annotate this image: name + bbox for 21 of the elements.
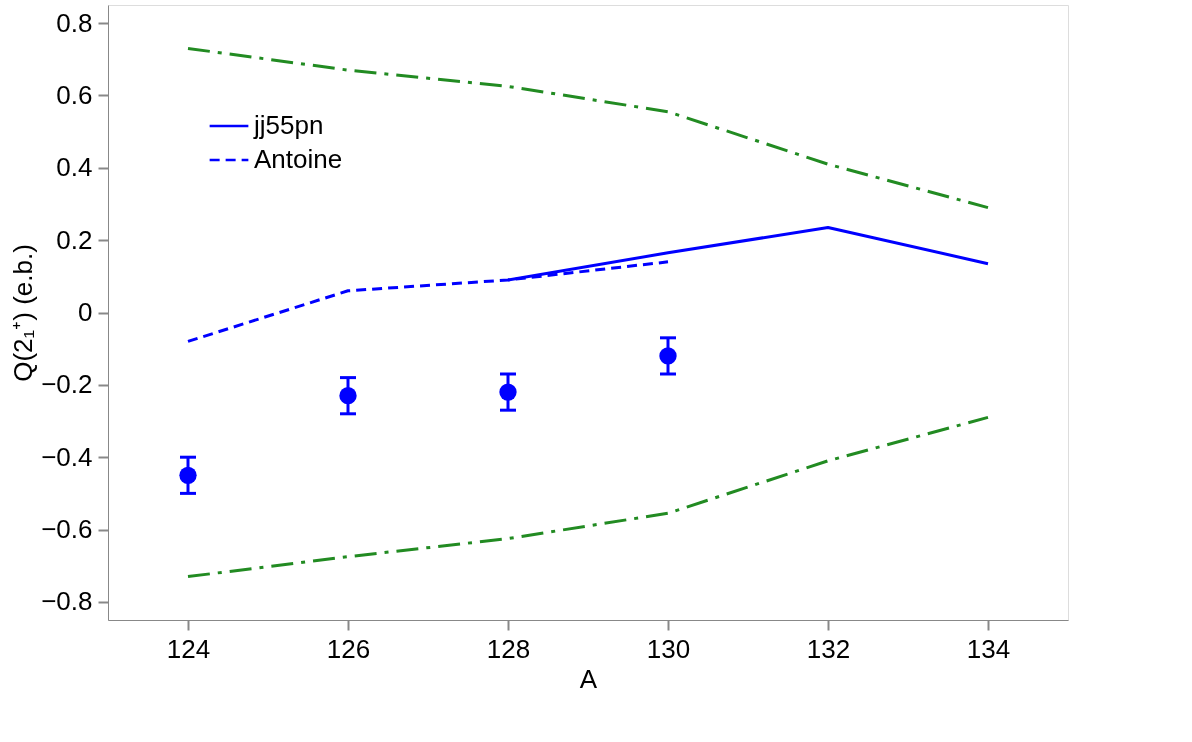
x-tick-label: 132 [806,633,851,664]
y-tick-label: −0.4 [41,441,93,472]
line-series [186,46,990,210]
x-tick-label: 130 [646,633,691,664]
x-tick-label: 124 [166,633,211,664]
y-tick-label: 0.8 [56,7,93,38]
legend-label: Antoine [254,144,343,174]
line-series [186,415,990,579]
y-axis-title: Q(2₁⁺) (e.b.) [8,244,39,382]
y-tick-label: 0.2 [56,224,93,255]
y-tick-label: −0.6 [41,514,93,545]
x-axis-title: A [579,663,598,694]
y-tick-label: −0.8 [41,586,93,617]
legend-label: jj55pn [253,110,324,140]
y-tick-label: 0.4 [56,152,93,183]
x-tick-label: 126 [326,633,371,664]
y-tick-label: −0.2 [41,369,93,400]
y-tick-label: 0.6 [56,79,93,110]
y-tick-label: 0 [78,297,93,327]
x-tick-label: 134 [966,633,1011,664]
x-tick-label: 128 [486,633,531,664]
